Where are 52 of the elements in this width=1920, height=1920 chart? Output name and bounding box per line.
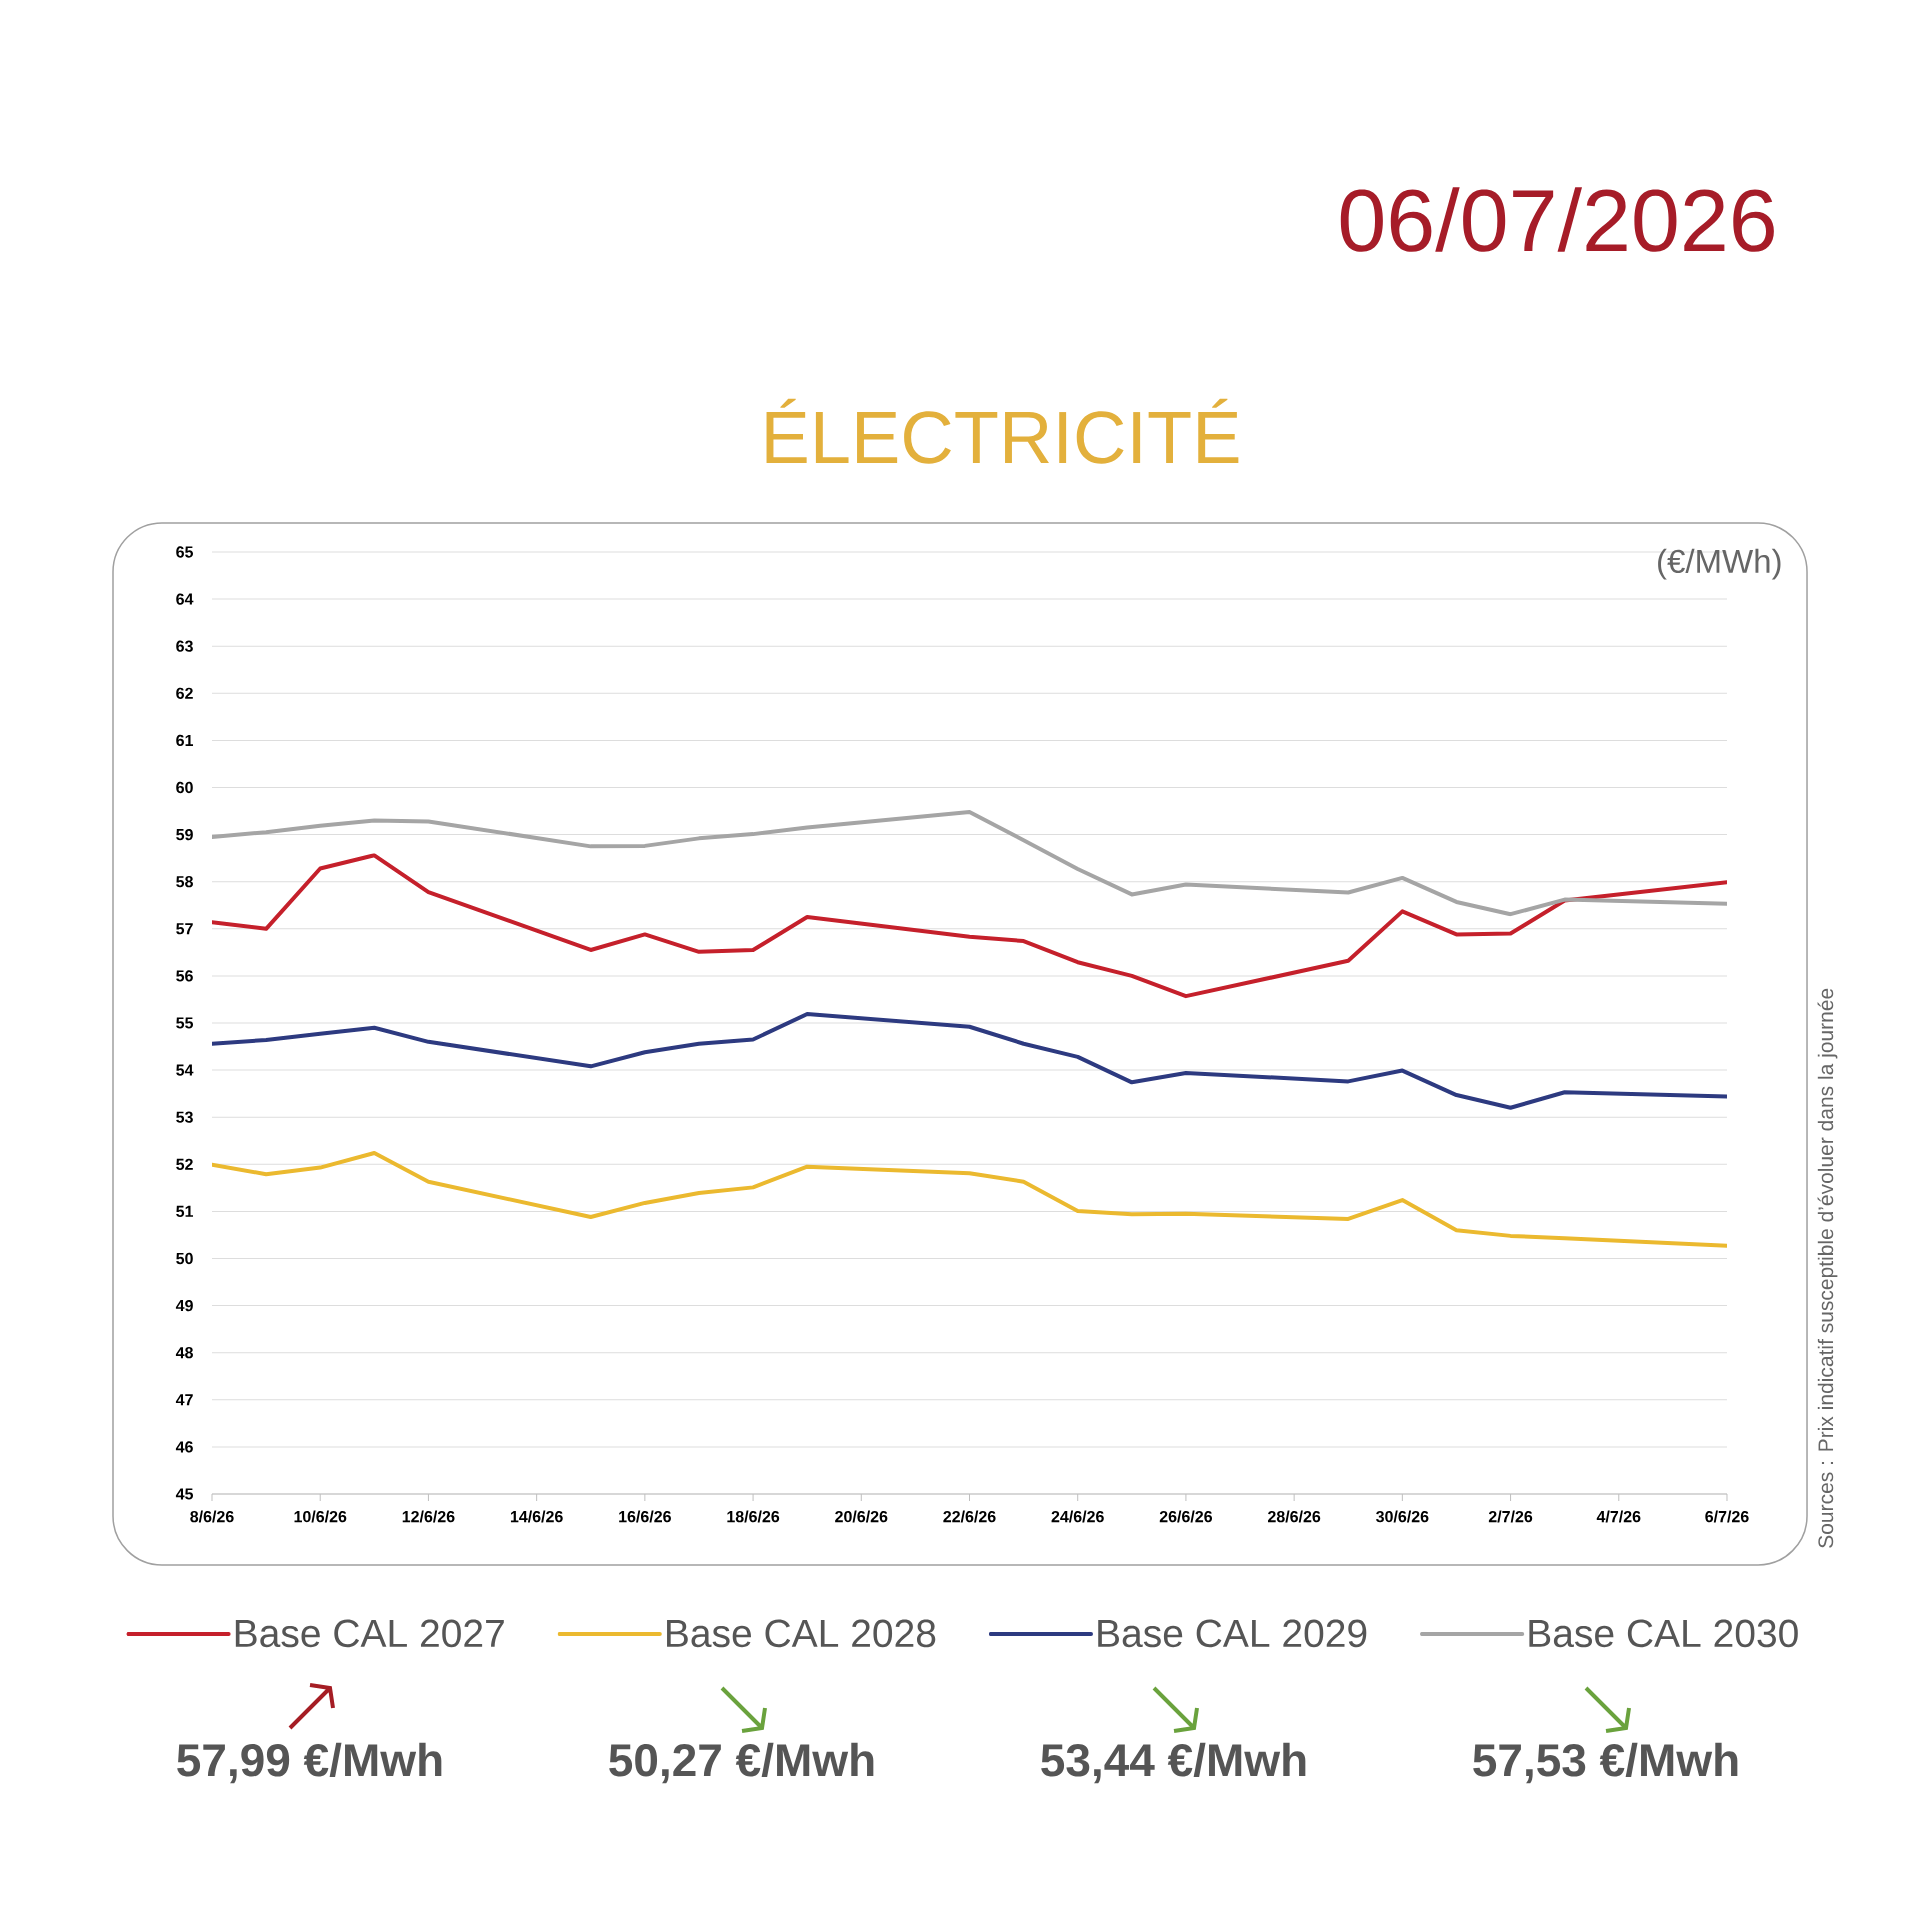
x-tick-label: 18/6/26 — [727, 1510, 780, 1523]
x-tick-label: 14/6/26 — [510, 1510, 563, 1523]
x-tick-label: 20/6/26 — [835, 1510, 888, 1523]
y-tick-label: 63 — [176, 640, 193, 652]
x-tick-label: 2/7/26 — [1488, 1510, 1533, 1523]
y-tick-label: 58 — [176, 876, 193, 888]
legend-label: Base CAL 2028 — [667, 1619, 936, 1648]
x-tick-label: 8/6/26 — [190, 1510, 234, 1523]
x-tick-label: 28/6/26 — [1267, 1510, 1321, 1523]
y-tick-label: 47 — [175, 1394, 193, 1406]
y-tick-label: 65 — [176, 546, 194, 558]
x-tick-label: 24/6/26 — [1051, 1510, 1104, 1523]
text: 50,27 €/Mwh — [609, 1742, 874, 1784]
y-tick-label: 51 — [176, 1205, 194, 1217]
line-series — [212, 809, 1727, 917]
y-tick-label: 49 — [175, 1299, 193, 1312]
y-tick-label: 61 — [176, 734, 194, 747]
legend-label: Base CAL 2030 — [1529, 1619, 1798, 1648]
line-series — [212, 1150, 1727, 1248]
text: 57,53 €/Mwh — [1473, 1742, 1738, 1784]
x-tick-label: 26/6/26 — [1159, 1510, 1213, 1523]
y-tick-label: 64 — [176, 593, 194, 605]
y-tick-label: 45 — [175, 1488, 194, 1500]
y-tick-label: 53 — [176, 1111, 193, 1123]
chart-subtitle: 06/07/2026 — [1340, 187, 1774, 252]
line-series — [212, 1012, 1727, 1110]
legend-label: Base CAL 2027 — [235, 1619, 504, 1648]
chart-title: ÉLECTRICITÉ — [766, 398, 1239, 464]
y-tick-label: 56 — [176, 970, 193, 982]
source-note: Sources : Prix indicatif susceptible d’évoluer dans la journée — [1817, 988, 1838, 1548]
x-tick-label: 4/7/26 — [1596, 1510, 1641, 1523]
y-tick-label: 62 — [176, 687, 193, 699]
text: 53,44 €/Mwh — [1041, 1742, 1306, 1784]
text: 57,99 €/Mwh — [177, 1742, 442, 1784]
x-tick-label: 6/7/26 — [1705, 1510, 1749, 1523]
x-tick-label: 12/6/26 — [402, 1510, 455, 1523]
x-tick-label: 22/6/26 — [943, 1510, 996, 1523]
x-tick-label: 30/6/26 — [1376, 1510, 1429, 1523]
x-tick-label: 16/6/26 — [619, 1510, 671, 1523]
y-tick-label: 54 — [176, 1064, 194, 1076]
y-tick-label: 50 — [176, 1252, 193, 1265]
legend-label: Base CAL 2029 — [1098, 1619, 1367, 1648]
x-tick-label: 10/6/26 — [294, 1510, 347, 1523]
y-tick-label: 52 — [176, 1158, 193, 1170]
y-tick-label: 59 — [176, 828, 193, 841]
y-tick-label: 48 — [175, 1347, 193, 1359]
y-tick-label: 46 — [175, 1441, 193, 1453]
y-axis-title: (€/MWh) — [1658, 548, 1781, 580]
line-series — [212, 853, 1727, 999]
y-tick-label: 60 — [176, 781, 193, 794]
y-tick-label: 55 — [176, 1017, 194, 1029]
y-tick-label: 57 — [176, 923, 193, 935]
